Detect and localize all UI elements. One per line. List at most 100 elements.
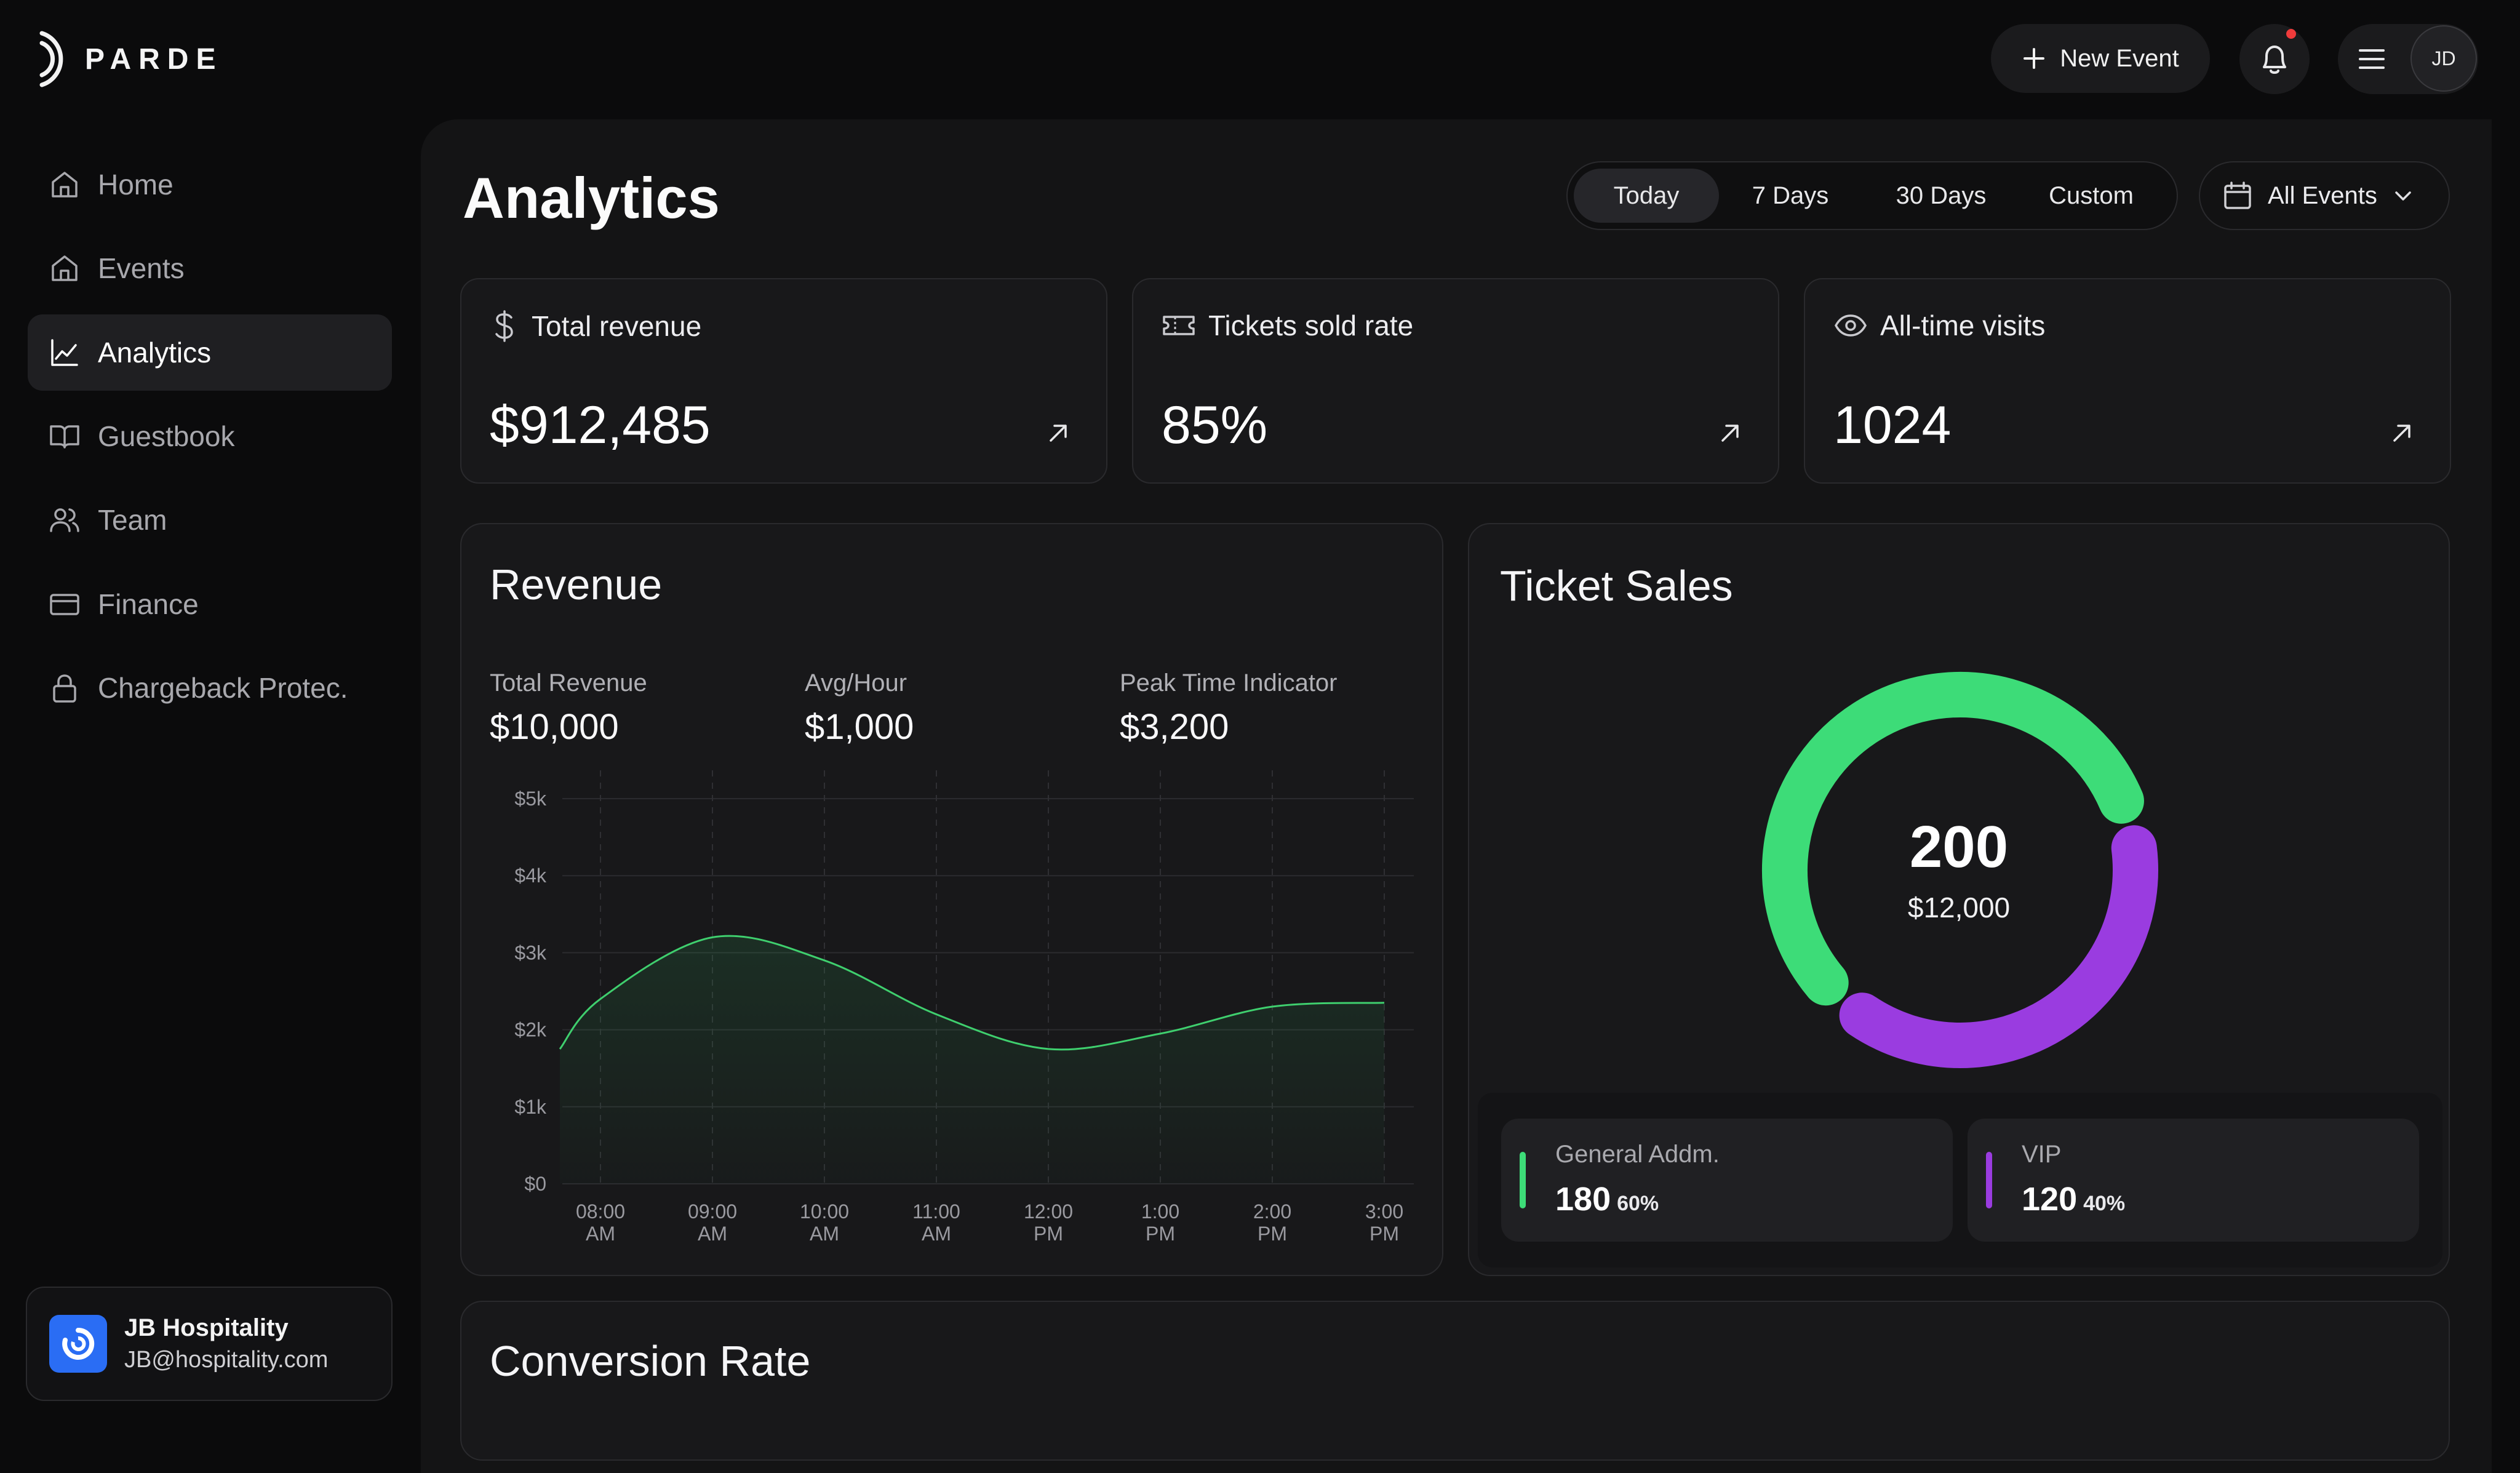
legend-percent: 40% [2083,1192,2126,1215]
x-tick-label: 08:00 AM [576,1200,625,1245]
ticket-sales-card: Ticket Sales 200 $12,000 General Addm. 1… [1468,523,2450,1276]
bell-icon [2263,46,2286,74]
events-filter-label: All Events [2268,182,2377,209]
conversion-rate-card: Conversion Rate [460,1301,2450,1461]
account-email: JB@hospitality.com [124,1347,329,1373]
stat-value: $912,485 [490,396,711,455]
x-tick-label: 10:00 AM [800,1200,849,1245]
legend-color-bar [1986,1152,1992,1208]
sidebar-item-events[interactable]: Events [28,230,392,306]
metric-value: $3,200 [1120,707,1229,747]
parde-logo-icon [39,31,63,87]
ticket-total: 200 [1909,814,2009,880]
ticket-icon [1163,316,1195,335]
legend-label: VIP [2022,1141,2062,1168]
users-icon [50,508,79,532]
legend-count: 180 [1555,1181,1611,1218]
ticket-total-amount: $12,000 [1907,892,2011,924]
arrow-up-right-icon[interactable] [2390,421,2414,445]
sidebar-item-label: Home [98,169,173,201]
account-menu-button[interactable]: JD [2338,24,2478,94]
donut-segment-general[interactable] [1762,672,2144,1006]
stat-label: All-time visits [1880,309,2046,341]
notifications-button[interactable] [2239,24,2310,94]
stat-value: 85% [1162,396,1268,455]
x-tick-label: 12:00 PM [1024,1200,1073,1245]
range-today-button[interactable]: Today [1574,169,1719,223]
range-30-days-button[interactable]: 30 Days [1896,182,1987,209]
avatar[interactable]: JD [2410,25,2477,92]
sidebar-item-home[interactable]: Home [28,146,392,223]
calendar-icon [2224,182,2251,209]
home-icon [52,172,78,198]
lock-icon [53,674,76,703]
company-logo-icon [49,1315,107,1373]
sidebar-item-team[interactable]: Team [28,482,392,558]
sidebar-item-finance[interactable]: Finance [28,566,392,642]
stat-card-all-time-visits[interactable]: All-time visits 1024 [1804,278,2451,484]
account-name: JB Hospitality [124,1314,289,1341]
brand-name: PARDE [85,42,223,76]
events-filter-dropdown[interactable]: All Events [2199,161,2450,230]
revenue-title: Revenue [490,561,663,609]
stat-value: 1024 [1833,396,1952,455]
y-tick-label: $3k [514,941,547,964]
new-event-label: New Event [2060,44,2179,72]
arrow-up-right-icon[interactable] [1046,421,1071,445]
sidebar-item-label: Events [98,252,185,284]
legend-general-admission[interactable]: General Addm. 180 60% [1501,1119,1953,1242]
x-tick-label: 09:00 AM [688,1200,737,1245]
legend-label: General Addm. [1555,1141,1720,1168]
revenue-card: Revenue Total Revenue $10,000 Avg/Hour $… [460,523,1443,1276]
ticket-legend: General Addm. 180 60% VIP 120 40% [1478,1093,2442,1267]
y-tick-label: $1k [514,1096,547,1118]
legend-count: 120 [2022,1181,2078,1218]
new-event-button[interactable]: New Event [1991,24,2210,93]
chevron-down-icon [2395,191,2411,201]
arrow-up-right-icon[interactable] [1718,421,1742,445]
plus-icon [2024,48,2045,69]
stat-label: Total revenue [532,310,702,342]
stat-label: Tickets sold rate [1208,309,1414,341]
legend-value: 180 60% [1555,1180,1659,1218]
y-tick-label: $0 [524,1173,546,1195]
legend-value: 120 40% [2022,1180,2125,1218]
metric-label: Total Revenue [490,669,647,697]
account-card[interactable]: JB Hospitality JB@hospitality.com [26,1287,393,1401]
revenue-chart: $0 $1k $2k $3k $4k $5k 08:00 AM 09:00 AM 10:00 AM 1… [514,770,1414,1245]
range-7-days-button[interactable]: 7 Days [1752,182,1829,209]
donut-segment-vip[interactable] [1839,825,2158,1068]
metric-label: Avg/Hour [805,669,907,697]
metric-label: Peak Time Indicator [1120,669,1338,697]
eye-icon [1835,314,1867,337]
legend-percent: 60% [1617,1192,1659,1215]
page-title: Analytics [463,166,720,230]
metric-value: $10,000 [490,707,619,747]
sidebar-item-guestbook[interactable]: Guestbook [28,398,392,474]
book-icon [50,425,79,449]
sidebar-item-chargeback[interactable]: Chargeback Protec. [28,650,392,726]
x-tick-label: 1:00 PM [1141,1200,1179,1245]
brand-logo[interactable]: PARDE [39,30,223,89]
metric-value: $1,000 [805,707,914,747]
revenue-line [559,935,1385,1051]
ticket-sales-donut-chart [1762,672,2158,1068]
x-tick-label: 2:00 PM [1253,1200,1291,1245]
dollar-icon [495,310,513,342]
y-tick-label: $2k [514,1019,547,1041]
x-tick-label: 11:00 AM [912,1200,960,1245]
legend-vip[interactable]: VIP 120 40% [1968,1119,2419,1242]
stat-card-total-revenue[interactable]: Total revenue $912,485 [460,278,1107,484]
sidebar-item-label: Guestbook [98,420,235,452]
y-tick-label: $5k [514,788,547,810]
menu-icon [2359,49,2385,69]
sidebar-item-label: Analytics [98,337,212,369]
sidebar-item-analytics[interactable]: Analytics [28,314,392,391]
legend-color-bar [1520,1152,1526,1208]
stat-card-tickets-sold[interactable]: Tickets sold rate 85% [1132,278,1779,484]
chart-line-icon [51,339,78,366]
range-custom-button[interactable]: Custom [2049,182,2134,209]
x-tick-label: 3:00 PM [1365,1200,1403,1245]
date-range-toggle: Today 7 Days 30 Days Custom [1566,161,2178,230]
sidebar-item-label: Team [98,504,167,536]
